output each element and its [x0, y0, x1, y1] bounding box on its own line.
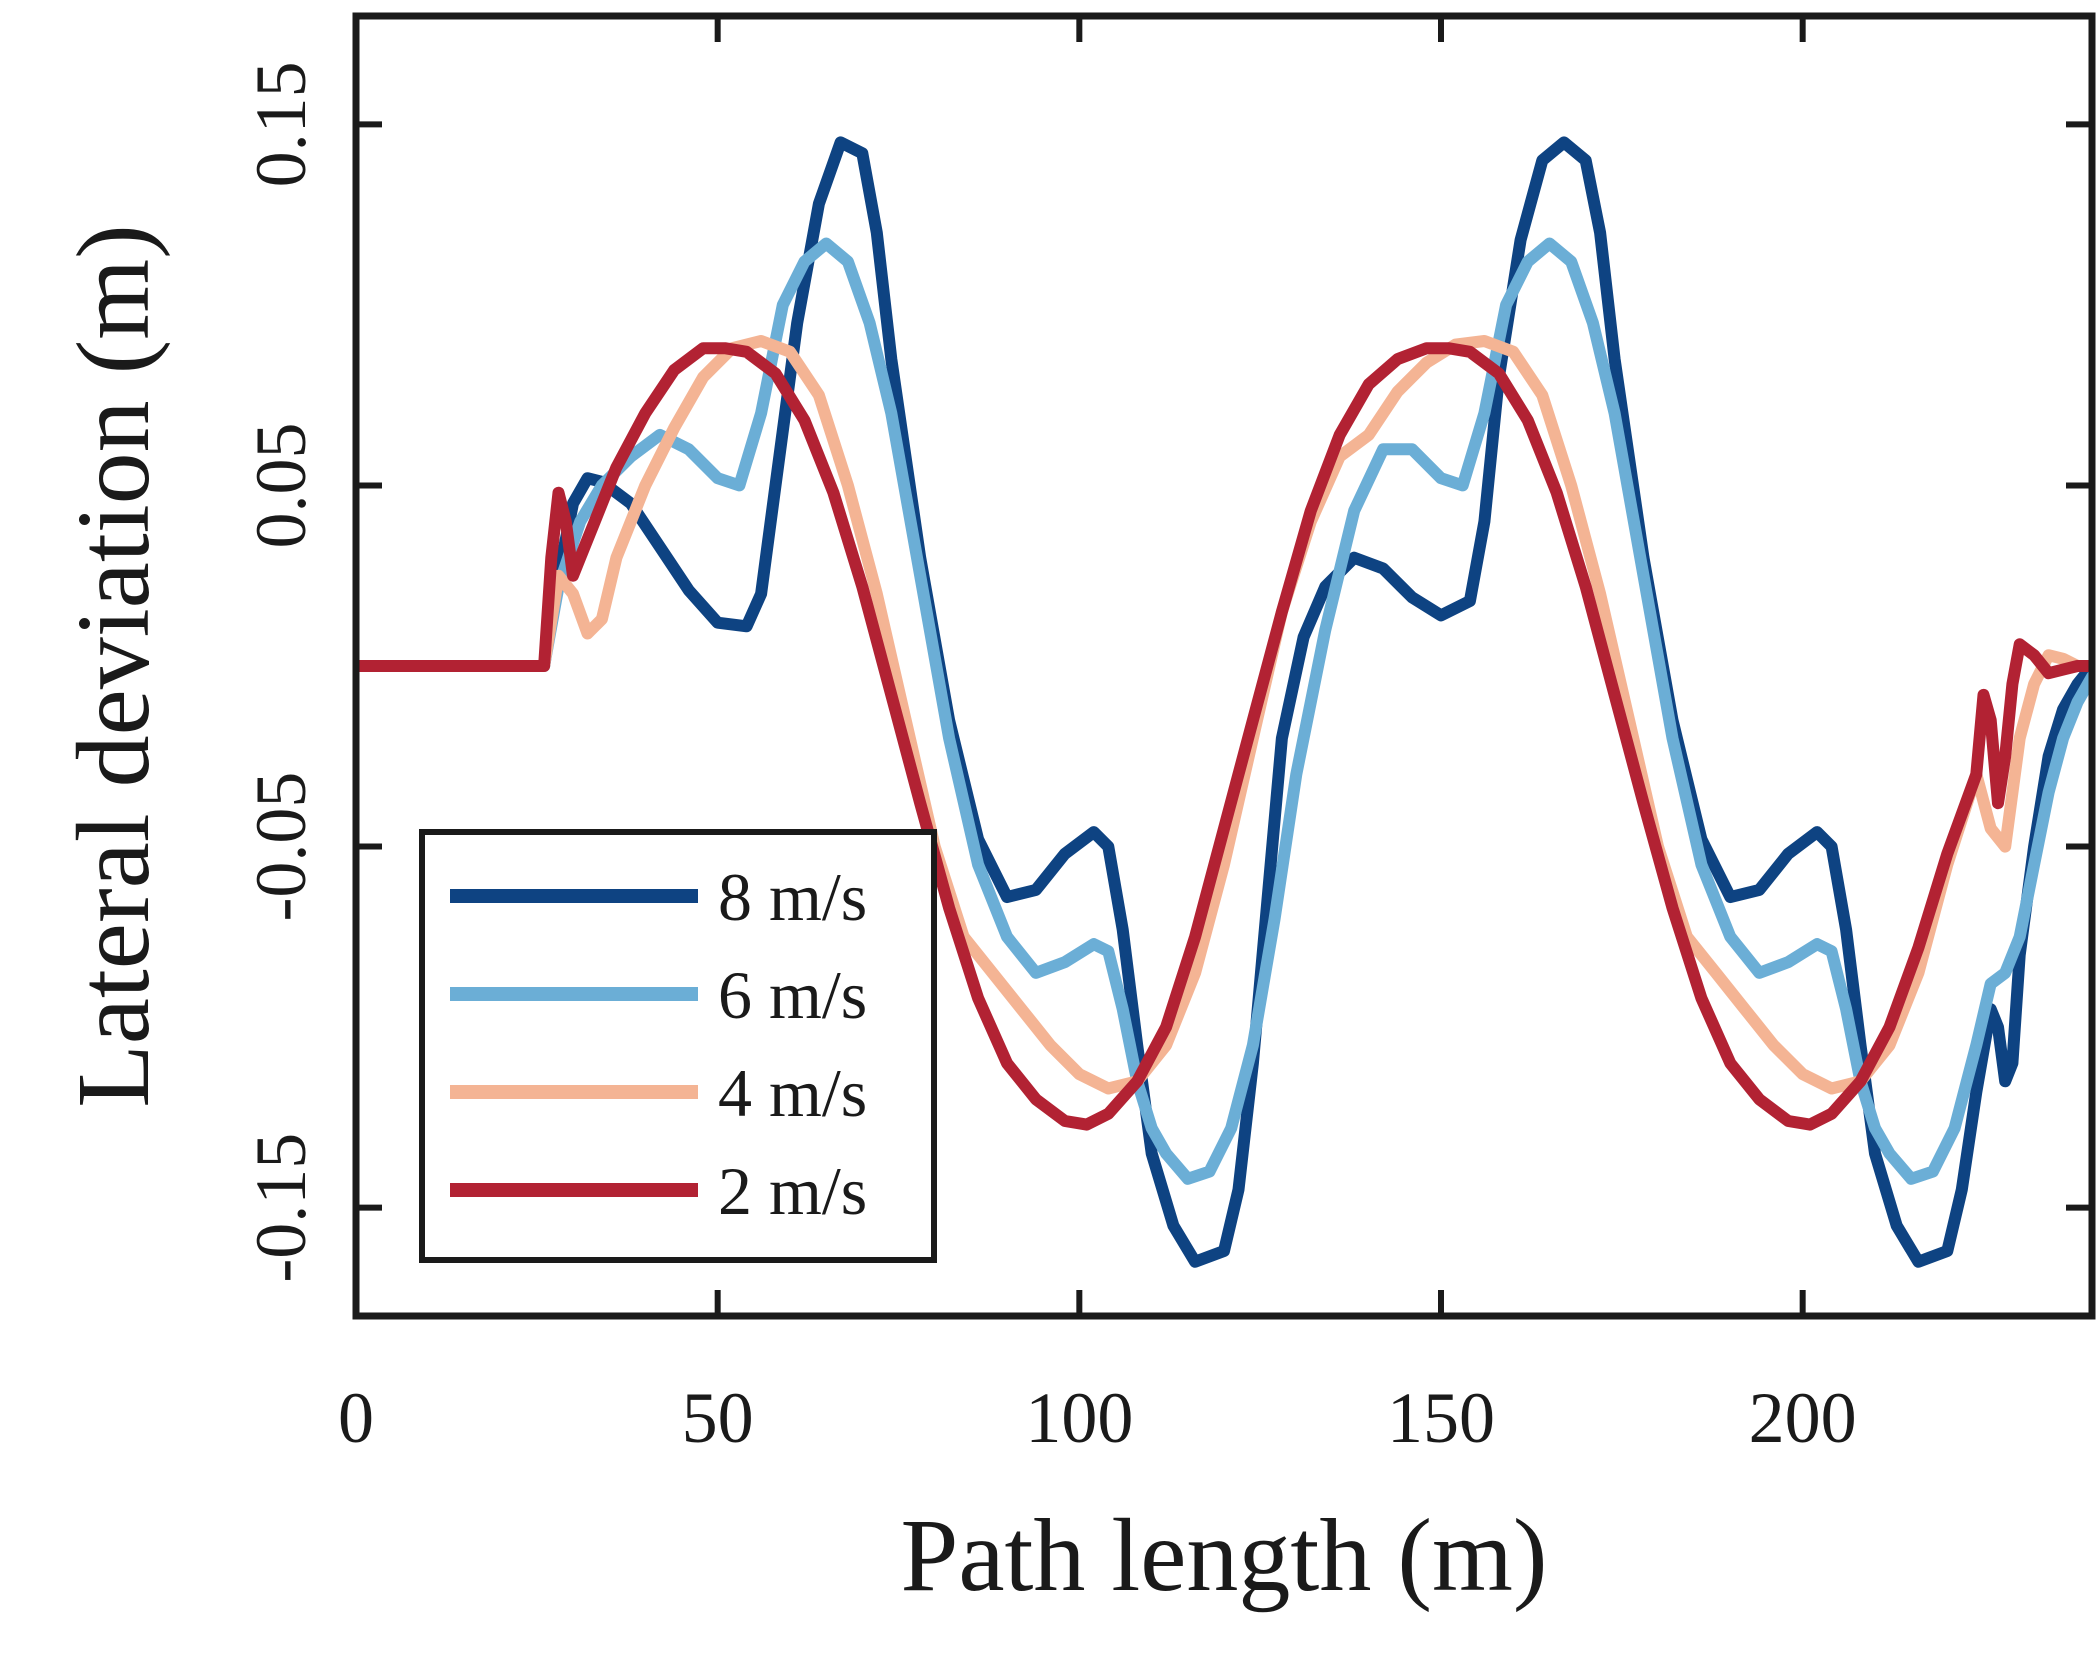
- tick-layer: 0 50 100 150 200 -0.15 -0.05 0.05 0.15: [241, 16, 2092, 1458]
- legend-label: 4 m/s: [718, 1055, 867, 1131]
- legend-label: 8 m/s: [718, 859, 867, 935]
- y-tick-label: -0.05: [241, 772, 321, 922]
- y-tick-label: 0.05: [241, 422, 321, 548]
- series-line-2-m-s: [356, 342, 2092, 1131]
- x-tick-label: 50: [682, 1378, 754, 1458]
- y-tick-label: -0.15: [241, 1133, 321, 1283]
- y-axis-title: Lateral deviation (m): [56, 224, 171, 1108]
- legend-label: 6 m/s: [718, 957, 867, 1033]
- plot-frame: [352, 12, 2096, 1320]
- y-tick-label: 0.15: [241, 61, 321, 187]
- x-tick-label: 150: [1387, 1378, 1495, 1458]
- x-axis-title: Path length (m): [900, 1498, 1547, 1613]
- series-layer: [356, 136, 2092, 1268]
- series-line-6-m-s: [356, 237, 2092, 1185]
- x-tick-label: 0: [338, 1378, 374, 1458]
- x-tick-label: 200: [1749, 1378, 1857, 1458]
- legend-label: 2 m/s: [718, 1153, 867, 1229]
- x-tick-label: 100: [1025, 1378, 1133, 1458]
- legend: 8 m/s 6 m/s 4 m/s 2 m/s: [419, 829, 937, 1263]
